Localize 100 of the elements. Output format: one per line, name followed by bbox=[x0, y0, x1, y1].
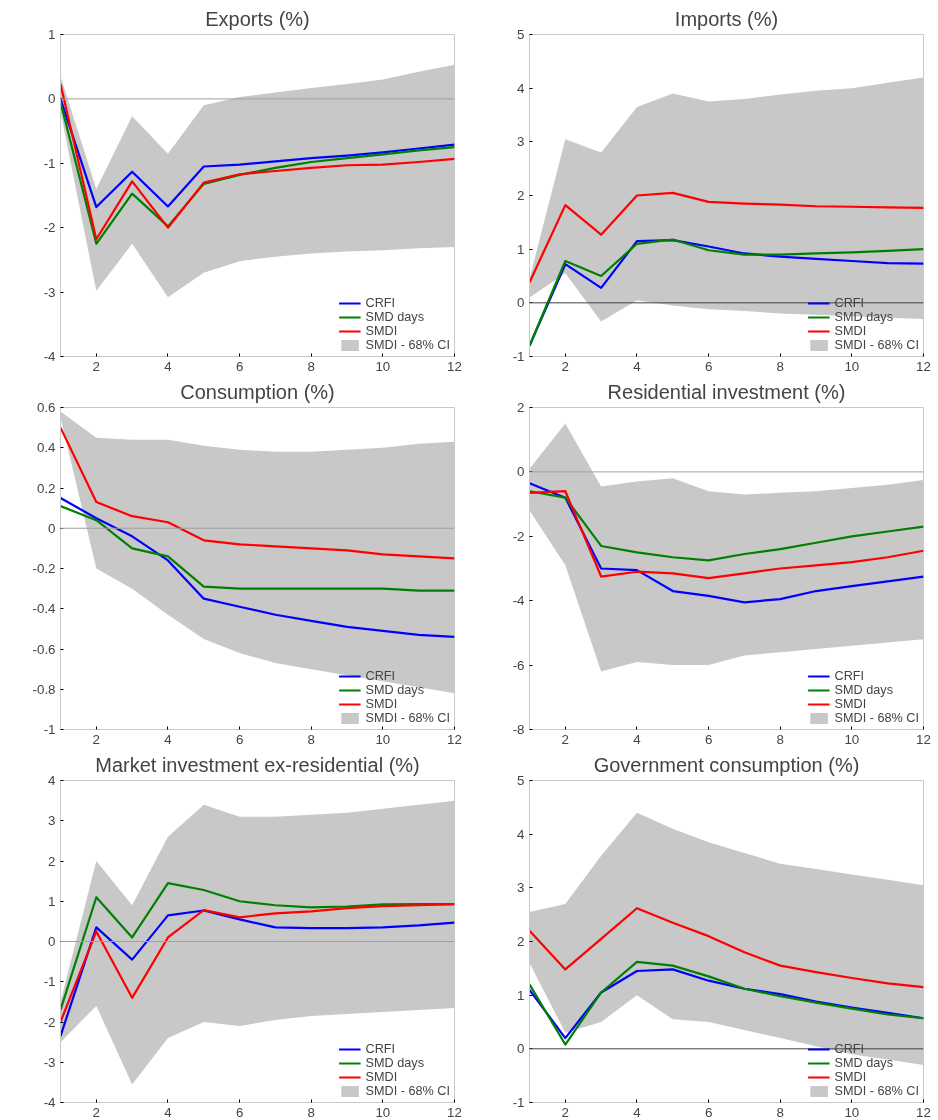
legend-label: SMD days bbox=[834, 683, 893, 697]
y-tick-label: 4 bbox=[48, 773, 57, 788]
x-tick-label: 4 bbox=[633, 731, 642, 747]
legend-label: SMDI bbox=[834, 1070, 867, 1084]
legend-label: SMDI - 68% CI bbox=[365, 1084, 450, 1098]
y-tick-label: 0 bbox=[517, 295, 525, 311]
legend-label: SMD days bbox=[834, 1056, 893, 1070]
legend-label: SMDI bbox=[834, 324, 867, 338]
y-tick-label: -4 bbox=[512, 593, 526, 609]
y-tick-label: 0.6 bbox=[36, 400, 56, 415]
chart-title: Exports (%) bbox=[205, 7, 310, 30]
y-tick-label: 1 bbox=[48, 27, 56, 42]
legend-label: SMDI - 68% CI bbox=[365, 338, 450, 352]
y-tick-label: -1 bbox=[512, 1095, 525, 1110]
legend-label: CRFI bbox=[365, 296, 396, 310]
y-tick-label: -1 bbox=[43, 155, 56, 171]
x-tick-label: 12 bbox=[447, 358, 462, 374]
x-tick-label: 6 bbox=[704, 358, 713, 374]
legend-label: CRFI bbox=[365, 1042, 396, 1056]
legend-label: SMDI - 68% CI bbox=[834, 338, 919, 352]
x-tick-label: 8 bbox=[776, 1104, 784, 1120]
x-tick-label: 2 bbox=[561, 731, 570, 747]
chart-title: Market investment ex-residential (%) bbox=[95, 753, 420, 776]
legend-label: SMDI bbox=[365, 1070, 398, 1084]
x-tick-label: 8 bbox=[307, 731, 315, 747]
y-tick-label: -0.8 bbox=[32, 681, 56, 697]
x-tick-label: 12 bbox=[916, 731, 931, 747]
y-tick-label: -1 bbox=[512, 349, 525, 364]
x-tick-label: 8 bbox=[307, 1104, 315, 1120]
legend-label: SMD days bbox=[365, 1056, 424, 1070]
y-tick-label: 4 bbox=[517, 826, 526, 842]
x-tick-label: 6 bbox=[704, 1104, 713, 1120]
legend-label: CRFI bbox=[365, 669, 396, 683]
legend-label: SMD days bbox=[365, 683, 424, 697]
y-tick-label: 4 bbox=[517, 80, 526, 96]
x-tick-label: 2 bbox=[92, 731, 101, 747]
x-tick-label: 6 bbox=[235, 731, 244, 747]
y-tick-label: 2 bbox=[517, 934, 525, 949]
y-tick-label: -1 bbox=[43, 722, 56, 737]
x-tick-label: 10 bbox=[375, 731, 391, 747]
x-tick-label: 12 bbox=[447, 1104, 462, 1120]
x-tick-label: 10 bbox=[844, 1104, 860, 1120]
y-tick-label: 2 bbox=[517, 400, 525, 415]
y-tick-label: -2 bbox=[512, 528, 525, 544]
y-tick-label: -0.4 bbox=[32, 601, 57, 617]
y-tick-label: -2 bbox=[43, 1014, 56, 1030]
x-tick-label: 10 bbox=[375, 358, 391, 374]
legend-label: CRFI bbox=[834, 669, 865, 683]
x-tick-label: 2 bbox=[561, 1104, 570, 1120]
chart-title: Residential investment (%) bbox=[607, 380, 846, 403]
y-tick-label: 5 bbox=[517, 27, 525, 42]
x-tick-label: 6 bbox=[704, 731, 713, 747]
x-tick-label: 4 bbox=[164, 1104, 173, 1120]
x-tick-label: 8 bbox=[776, 731, 784, 747]
x-tick-label: 12 bbox=[916, 1104, 931, 1120]
chart-title: Government consumption (%) bbox=[593, 753, 860, 776]
x-tick-label: 4 bbox=[633, 1104, 642, 1120]
x-tick-label: 4 bbox=[164, 731, 173, 747]
y-tick-label: 1 bbox=[517, 241, 525, 257]
x-tick-label: 4 bbox=[633, 358, 642, 374]
y-tick-label: 2 bbox=[517, 188, 525, 203]
x-tick-label: 2 bbox=[92, 358, 101, 374]
y-tick-label: 3 bbox=[48, 813, 56, 829]
x-tick-label: 12 bbox=[916, 358, 931, 374]
legend-label: SMDI bbox=[365, 697, 398, 711]
y-tick-label: -0.6 bbox=[32, 641, 56, 657]
x-tick-label: 12 bbox=[447, 731, 462, 747]
legend-label: SMDI - 68% CI bbox=[834, 1084, 919, 1098]
y-tick-label: 0 bbox=[517, 464, 525, 480]
legend-label: SMDI - 68% CI bbox=[365, 711, 450, 725]
x-tick-label: 8 bbox=[776, 358, 784, 374]
y-tick-label: 1 bbox=[48, 893, 56, 909]
legend-label: SMDI bbox=[834, 697, 867, 711]
x-tick-label: 2 bbox=[92, 1104, 101, 1120]
x-tick-label: 2 bbox=[561, 358, 570, 374]
legend-label: SMD days bbox=[834, 310, 893, 324]
y-tick-label: 0 bbox=[48, 934, 56, 949]
y-tick-label: 2 bbox=[48, 853, 56, 869]
x-tick-label: 10 bbox=[844, 358, 860, 374]
y-tick-label: 0.4 bbox=[36, 440, 57, 456]
x-tick-label: 8 bbox=[307, 358, 315, 374]
y-tick-label: 3 bbox=[517, 134, 525, 150]
y-tick-label: -6 bbox=[512, 657, 525, 673]
y-tick-label: 0 bbox=[48, 91, 56, 107]
y-tick-label: -0.2 bbox=[32, 561, 56, 576]
x-tick-label: 6 bbox=[235, 358, 244, 374]
y-tick-label: 0.2 bbox=[36, 480, 56, 496]
chart-title: Imports (%) bbox=[674, 7, 779, 30]
y-tick-label: 0 bbox=[48, 520, 56, 536]
y-tick-label: -2 bbox=[43, 220, 56, 236]
legend-label: SMDI - 68% CI bbox=[834, 711, 919, 725]
chart-title: Consumption (%) bbox=[180, 380, 335, 403]
y-tick-label: 3 bbox=[517, 880, 525, 896]
x-tick-label: 10 bbox=[844, 731, 860, 747]
y-tick-label: -8 bbox=[512, 722, 525, 737]
x-tick-label: 10 bbox=[375, 1104, 391, 1120]
y-tick-label: -4 bbox=[43, 1095, 57, 1110]
y-tick-label: -4 bbox=[43, 349, 57, 364]
x-tick-label: 6 bbox=[235, 1104, 244, 1120]
y-tick-label: -3 bbox=[43, 284, 56, 300]
